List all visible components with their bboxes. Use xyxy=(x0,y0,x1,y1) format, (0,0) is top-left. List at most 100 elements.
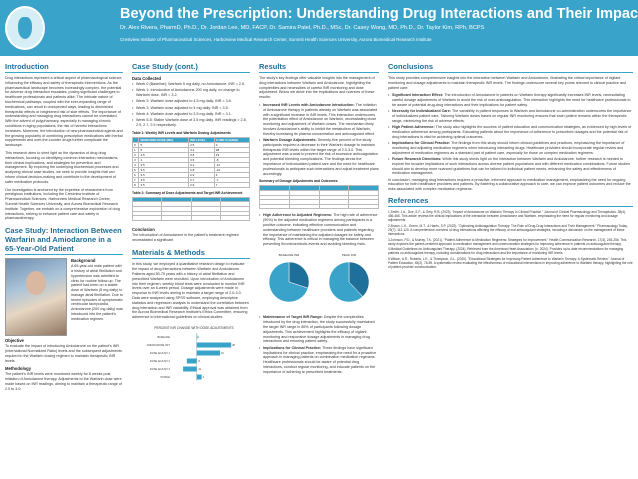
column-2: Case Study (cont.) Data Collected Week 0… xyxy=(131,62,251,390)
poster-header: Beyond the Prescription: Understanding D… xyxy=(0,0,638,56)
reference-item: 2.Brown, L.K., Green, M.T., & Harris, S.… xyxy=(388,223,628,236)
list-item: Increased INR Levels with Amiodarone Int… xyxy=(259,103,379,137)
list-item: Week 1: Introduction of Amiodarone 200 m… xyxy=(132,88,250,98)
data-collected-list: Week 0 (Baseline): Warfarin 5 mg daily, … xyxy=(132,82,250,128)
list-item: Week 4: Warfarin dose adjusted to 3.5 mg… xyxy=(132,112,250,117)
data-label: 28 xyxy=(232,344,235,347)
conclusion-text: The introduction of Amiodarone in the pa… xyxy=(132,232,239,242)
table-row xyxy=(259,203,379,210)
reference-item: 3.Johnson, P.D., & Murray, T.K. (2021). … xyxy=(388,237,627,246)
conclusions-title: Conclusions xyxy=(388,62,633,73)
inr-table: WARFARIN DOSE (MG) INR LEVEL % INR CHANG… xyxy=(131,136,251,188)
results-intro: The study's key findings offer valuable … xyxy=(259,76,375,100)
conclusions-intro: This study provides comprehensive insigh… xyxy=(388,76,627,90)
methodology-text: The patient's INR levels were monitored … xyxy=(5,372,122,391)
table-cell xyxy=(161,215,192,221)
category-label: BASELINE xyxy=(157,335,170,339)
intro-paragraph-3: Our investigation is anchored by the exp… xyxy=(5,187,120,221)
list-item: High Patient Adherence: The study also h… xyxy=(388,125,633,139)
item-label: Implications for Clinical Practice: xyxy=(392,141,451,146)
affiliation-list: Crestview Institute of Pharmaceutical Sc… xyxy=(120,37,432,42)
pie-slice xyxy=(348,262,370,298)
objective-label: Objective xyxy=(5,338,24,344)
results-list-1: Increased INR Levels with Amiodarone Int… xyxy=(259,103,379,176)
column-4: Conclusions This study provides comprehe… xyxy=(388,62,633,271)
data-label: 19 xyxy=(221,352,224,355)
pie-charts: BASELINE INR PEAK INR xyxy=(259,248,379,315)
reference-item: 4.Medical Guidelines for Anticoagulant T… xyxy=(388,247,624,256)
results-table xyxy=(259,185,379,210)
table-cell: 7 xyxy=(213,181,251,188)
case-cont-title: Case Study (cont.) xyxy=(132,62,250,73)
table-header-row xyxy=(131,196,251,203)
category-label: AMIODARONE INIT xyxy=(147,343,171,347)
category-label: DOSE ADJUST 2 xyxy=(150,359,171,363)
item-text: Seventy-five percent of the study partic… xyxy=(263,138,379,176)
item-text: While this study sheds light on the inte… xyxy=(392,156,630,176)
table-row xyxy=(131,215,251,221)
table-cell: 8 xyxy=(131,181,140,188)
results-list-3: Maintenance of Target INR Range: Despite… xyxy=(259,315,379,374)
conclusions-list: Significant Interaction Effect: The intr… xyxy=(388,93,633,176)
list-item: Maintenance of Target INR Range: Despite… xyxy=(259,315,379,344)
author-list: Dr. Alex Rivera, PharmD, Ph.D., Dr. Jord… xyxy=(120,25,485,31)
reference-item: 5.Wilson, A.R., Roberts, L.E., & Thompso… xyxy=(388,256,633,270)
table-header-row: WARFARIN DOSE (MG) INR LEVEL % INR CHANG… xyxy=(131,136,251,143)
pie-title: PEAK INR xyxy=(342,253,357,257)
table-cell: 3.5 xyxy=(138,181,190,188)
materials-text: In this study, we employed a quantitativ… xyxy=(132,262,249,320)
item-text: The variability in patient responses to … xyxy=(392,109,632,123)
case-study-title: Case Study: Interaction Between Warfarin… xyxy=(5,226,123,256)
pie-slice xyxy=(268,262,309,303)
bar xyxy=(196,350,221,356)
results-table-caption: Summary of Dosage Adjustments and Outcom… xyxy=(259,179,338,184)
item-label: Maintenance of Target INR Range: xyxy=(263,315,323,320)
item-text: These findings have significant implicat… xyxy=(263,345,377,374)
list-item: Implications for Clinical Practice: The … xyxy=(388,141,633,155)
item-text: The introduction of Amiodarone in patien… xyxy=(392,93,631,107)
conclusion-label: Conclusion xyxy=(132,226,155,232)
objective-text: To evaluate the impact of introducing Am… xyxy=(5,344,122,363)
pie-charts-svg: BASELINE INR PEAK INR xyxy=(268,253,370,303)
bar xyxy=(186,358,197,364)
table2-caption: Table 2: Summary of Dose Adjustments and… xyxy=(132,190,243,195)
table-cell xyxy=(219,215,251,221)
list-item: Week 5-8: Stable Warfarin dose of 3.5 mg… xyxy=(132,118,250,128)
chart-title: PERCENT INR CHANGE WITH DOSE ADJUSTMENTS xyxy=(154,326,233,330)
item-label: High Adherence to Adjusted Regimens: xyxy=(263,213,333,218)
table-cell xyxy=(288,203,320,210)
bar xyxy=(196,342,232,348)
list-item: High Adherence to Adjusted Regimens: The… xyxy=(259,213,379,247)
item-label: High Patient Adherence: xyxy=(392,125,435,130)
column-1: Introduction Drug interactions represent… xyxy=(5,62,123,394)
item-label: Warfarin Dosage Adjustments: xyxy=(263,138,317,143)
data-label: -8 xyxy=(198,360,201,363)
table-cell xyxy=(259,203,290,210)
item-label: Increased INR Levels with Amiodarone Int… xyxy=(263,102,355,107)
table-cell xyxy=(348,203,379,210)
item-label: Necessity for Individualized Care: xyxy=(392,109,452,114)
category-label: DOSE ADJUST 3 xyxy=(150,367,171,371)
table-cell xyxy=(190,215,221,221)
results-title: Results xyxy=(259,62,379,73)
data-label: -11 xyxy=(198,368,202,371)
intro-paragraph-2: This research aims to shed light on the … xyxy=(5,150,119,184)
item-text: The high rate of adherence (90%) to the … xyxy=(263,213,378,247)
table-row: 8 3.5 2.9 7 xyxy=(131,181,251,188)
references-title: References xyxy=(388,196,633,208)
dose-summary-table xyxy=(131,196,251,221)
item-label: Implications for Clinical Practice: xyxy=(263,345,322,350)
table1-caption: Table 1: Weekly INR Levels and Warfarin … xyxy=(132,130,231,135)
background-text: A 65-year-old male patient with a histor… xyxy=(71,264,123,321)
reference-item: 1.Smith, J.A., Doe, E.F., & Grey, R.B. (… xyxy=(388,210,626,223)
data-label: 0 xyxy=(198,336,200,339)
background-label: Background xyxy=(71,258,96,264)
category-label: DOSE ADJUST 1 xyxy=(150,351,171,355)
methodology-label: Methodology xyxy=(5,366,32,372)
table-cell xyxy=(318,203,350,210)
bar xyxy=(196,374,202,380)
list-item: Week 0 (Baseline): Warfarin 5 mg daily, … xyxy=(132,82,250,87)
patient-photo xyxy=(5,258,67,337)
list-item: Future Research Directions: While this s… xyxy=(388,157,633,176)
poster-title: Beyond the Prescription: Understanding D… xyxy=(120,6,638,22)
